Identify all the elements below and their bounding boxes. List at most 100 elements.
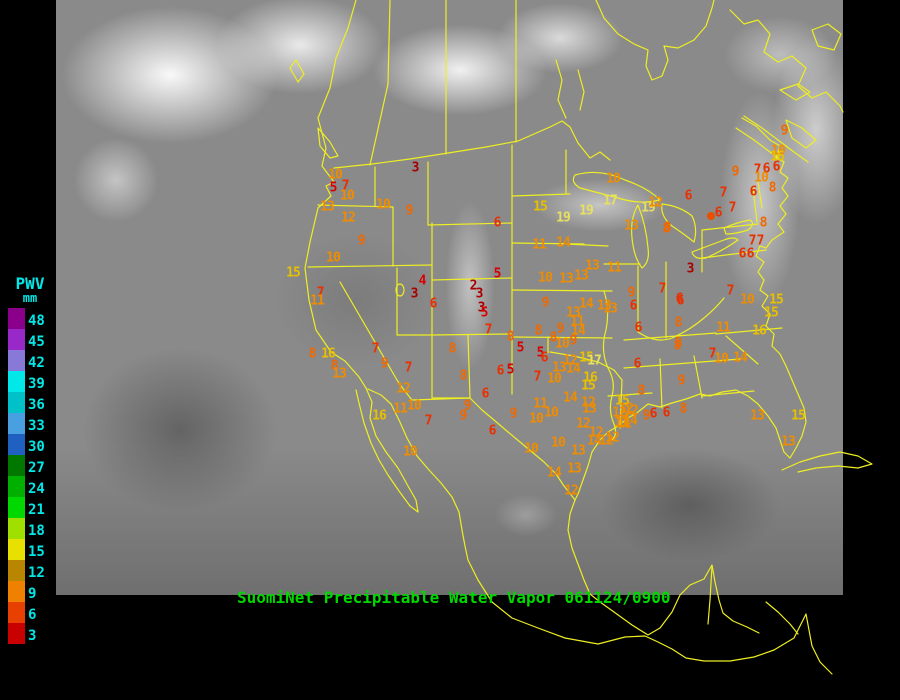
station-value: 12 [581,395,596,411]
legend-swatch-3 [8,623,25,644]
station-value: 7 [424,413,433,429]
station-value: 7 [748,233,757,249]
legend-label-18: 18 [28,523,45,539]
station-value: 8 [662,221,671,237]
station-value: 7 [316,285,325,301]
station-value: 10 [740,292,755,308]
station-value: 3 [411,160,420,176]
station-value: 5 [506,362,515,378]
station-value: 19 [641,200,656,216]
legend-swatch-9 [8,581,25,602]
legend-swatch-42 [8,350,25,371]
station-value: 14 [623,413,638,429]
legend-swatch-18 [8,518,25,539]
station-value: 13 [566,305,581,321]
station-value: 13 [320,199,335,215]
legend-label-48: 48 [28,313,45,329]
station-value: 10 [538,270,553,286]
station-value: 6 [493,215,502,231]
station-value: 16 [583,370,598,386]
station-value: 16 [372,408,387,424]
station-value: 9 [556,321,565,337]
station-value: 14 [556,235,571,251]
station-value: 17 [587,353,602,369]
station-value: 7 [756,233,765,249]
station-value: 3 [475,286,484,302]
legend-swatch-15 [8,539,25,560]
station-value: 12 [619,401,634,417]
station-value: 11 [393,401,408,417]
station-value: 6 [746,246,755,262]
station-value: 12 [612,405,627,421]
map-caption: SuomiNet Precipitable Water Vapor 061124… [237,588,671,607]
station-value: 7 [728,200,737,216]
station-value: 13 [624,218,639,234]
station-value: 10 [524,441,539,457]
station-value: 9 [541,295,550,311]
station-value: 8 [673,338,682,354]
legend-label-45: 45 [28,334,45,350]
station-value: 6 [762,161,771,177]
legend-label-42: 42 [28,355,45,371]
legend-label-30: 30 [28,439,45,455]
station-value: 10 [771,143,786,159]
station-value: 11 [617,416,632,432]
station-value: 8 [448,341,457,357]
station-value: 6 [540,350,549,366]
station-value: 5 [480,305,489,321]
station-value: 15 [764,305,779,321]
station-value: 13 [567,461,582,477]
station-value: 10 [403,444,418,460]
station-value: 11 [607,260,622,276]
station-value: 8 [674,335,683,351]
station-value: 19 [579,203,594,219]
station-value: 8 [330,358,339,374]
station-value: 10 [551,435,566,451]
station-value: 8 [679,401,688,417]
legend-swatch-27 [8,455,25,476]
station-value: 10 [376,197,391,213]
station-value: 2 [469,278,478,294]
station-value: 9 [405,203,414,219]
station-value: 16 [752,323,767,339]
legend-label-21: 21 [28,502,45,518]
legend-label-36: 36 [28,397,45,413]
legend-swatch-24 [8,476,25,497]
station-dot-marker [707,212,715,220]
legend-swatch-48 [8,308,25,329]
station-value: 14 [587,433,602,449]
station-value: 6 [676,293,685,309]
pwv-legend: PWV mm 48 45 42 39 36 33 30 27 24 21 18 15 12 9 6 3 [4,276,56,644]
station-value: 6 [738,246,747,262]
station-value: 5 [493,266,502,282]
station-value: 11 [310,293,325,309]
station-value: 9 [357,233,366,249]
legend-swatch-12 [8,560,25,581]
station-value: 13 [571,443,586,459]
station-value: 6 [629,298,638,314]
station-value: 9 [459,408,468,424]
station-value: 12 [576,416,591,432]
station-value: 7 [658,281,667,297]
station-value: 7 [533,369,542,385]
station-value: 9 [569,333,578,349]
station-value: 7 [404,360,413,376]
station-value: 6 [649,406,658,422]
station-value: 14 [571,323,586,339]
station-value: 7 [708,346,717,362]
legend-unit: mm [22,291,38,305]
station-value: 10 [340,188,355,204]
station-value: 16 [321,346,336,362]
station-value: 12 [341,210,356,226]
station-value: 13 [603,301,618,317]
station-value: 10 [328,167,343,183]
station-value: 9 [780,123,789,139]
station-value: 7 [371,341,380,357]
station-value: 7 [341,178,350,194]
station-value: 6 [429,296,438,312]
station-value: 10 [407,398,422,414]
station-value: 14 [566,361,581,377]
station-value: 19 [556,210,571,226]
station-value: 8 [759,215,768,231]
